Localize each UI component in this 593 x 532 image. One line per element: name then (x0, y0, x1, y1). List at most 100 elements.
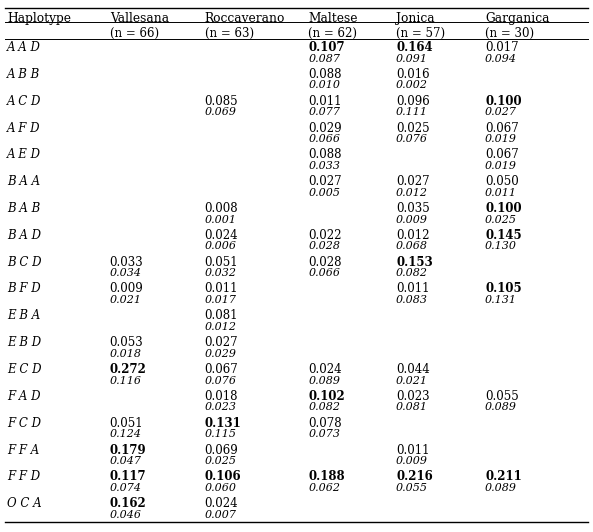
Text: 0.032: 0.032 (205, 268, 237, 278)
Text: 0.008: 0.008 (205, 202, 238, 215)
Text: F F A: F F A (7, 444, 39, 456)
Text: 0.164: 0.164 (396, 41, 433, 54)
Text: 0.117: 0.117 (110, 470, 146, 484)
Text: 0.011: 0.011 (205, 282, 238, 295)
Text: 0.131: 0.131 (485, 295, 517, 305)
Text: B A B: B A B (7, 202, 40, 215)
Text: 0.089: 0.089 (308, 376, 340, 386)
Text: 0.081: 0.081 (205, 309, 238, 322)
Text: 0.047: 0.047 (110, 456, 142, 466)
Text: 0.051: 0.051 (110, 417, 144, 430)
Text: 0.029: 0.029 (308, 121, 342, 135)
Text: 0.272: 0.272 (110, 363, 146, 376)
Text: F F D: F F D (7, 470, 40, 484)
Text: 0.105: 0.105 (485, 282, 522, 295)
Text: (n = 63): (n = 63) (205, 27, 254, 40)
Text: B A D: B A D (7, 229, 41, 242)
Text: 0.005: 0.005 (308, 188, 340, 198)
Text: A F D: A F D (7, 121, 40, 135)
Text: 0.017: 0.017 (205, 295, 237, 305)
Text: 0.009: 0.009 (396, 214, 428, 225)
Text: Maltese: Maltese (308, 12, 358, 25)
Text: 0.017: 0.017 (485, 41, 519, 54)
Text: (n = 30): (n = 30) (485, 27, 534, 40)
Text: 0.021: 0.021 (110, 295, 142, 305)
Text: 0.087: 0.087 (308, 54, 340, 64)
Text: 0.077: 0.077 (308, 107, 340, 117)
Text: F A D: F A D (7, 390, 40, 403)
Text: 0.111: 0.111 (396, 107, 428, 117)
Text: 0.089: 0.089 (485, 402, 517, 412)
Text: 0.012: 0.012 (205, 322, 237, 332)
Text: 0.029: 0.029 (205, 349, 237, 359)
Text: 0.033: 0.033 (308, 161, 340, 171)
Text: 0.107: 0.107 (308, 41, 345, 54)
Text: 0.027: 0.027 (396, 175, 430, 188)
Text: 0.010: 0.010 (308, 80, 340, 90)
Text: 0.035: 0.035 (396, 202, 430, 215)
Text: 0.009: 0.009 (396, 456, 428, 466)
Text: 0.046: 0.046 (110, 510, 142, 520)
Text: B C D: B C D (7, 256, 42, 269)
Text: (n = 57): (n = 57) (396, 27, 445, 40)
Text: 0.076: 0.076 (396, 134, 428, 144)
Text: A C D: A C D (7, 95, 42, 107)
Text: O C A: O C A (7, 497, 42, 510)
Text: 0.025: 0.025 (205, 456, 237, 466)
Text: Garganica: Garganica (485, 12, 550, 25)
Text: 0.006: 0.006 (205, 242, 237, 252)
Text: 0.076: 0.076 (205, 376, 237, 386)
Text: 0.053: 0.053 (110, 336, 144, 349)
Text: 0.074: 0.074 (110, 483, 142, 493)
Text: 0.023: 0.023 (396, 390, 430, 403)
Text: 0.088: 0.088 (308, 68, 342, 81)
Text: 0.068: 0.068 (396, 242, 428, 252)
Text: 0.034: 0.034 (110, 268, 142, 278)
Text: 0.027: 0.027 (485, 107, 517, 117)
Text: 0.025: 0.025 (396, 121, 430, 135)
Text: 0.069: 0.069 (205, 444, 238, 456)
Text: 0.011: 0.011 (396, 444, 429, 456)
Text: Roccaverano: Roccaverano (205, 12, 285, 25)
Text: 0.016: 0.016 (396, 68, 430, 81)
Text: 0.089: 0.089 (485, 483, 517, 493)
Text: 0.188: 0.188 (308, 470, 345, 484)
Text: Jonica: Jonica (396, 12, 435, 25)
Text: 0.162: 0.162 (110, 497, 146, 510)
Text: 0.055: 0.055 (396, 483, 428, 493)
Text: 0.067: 0.067 (485, 148, 519, 161)
Text: 0.100: 0.100 (485, 202, 522, 215)
Text: 0.024: 0.024 (205, 497, 238, 510)
Text: 0.082: 0.082 (308, 402, 340, 412)
Text: 0.083: 0.083 (396, 295, 428, 305)
Text: 0.018: 0.018 (205, 390, 238, 403)
Text: 0.073: 0.073 (308, 429, 340, 439)
Text: A E D: A E D (7, 148, 41, 161)
Text: 0.060: 0.060 (205, 483, 237, 493)
Text: 0.100: 0.100 (485, 95, 522, 107)
Text: (n = 66): (n = 66) (110, 27, 159, 40)
Text: 0.081: 0.081 (396, 402, 428, 412)
Text: 0.106: 0.106 (205, 470, 241, 484)
Text: 0.091: 0.091 (396, 54, 428, 64)
Text: 0.078: 0.078 (308, 417, 342, 430)
Text: 0.019: 0.019 (485, 161, 517, 171)
Text: 0.094: 0.094 (485, 54, 517, 64)
Text: 0.088: 0.088 (308, 148, 342, 161)
Text: 0.216: 0.216 (396, 470, 433, 484)
Text: 0.028: 0.028 (308, 256, 342, 269)
Text: 0.066: 0.066 (308, 268, 340, 278)
Text: 0.024: 0.024 (205, 229, 238, 242)
Text: 0.179: 0.179 (110, 444, 146, 456)
Text: 0.019: 0.019 (485, 134, 517, 144)
Text: 0.211: 0.211 (485, 470, 522, 484)
Text: 0.002: 0.002 (396, 80, 428, 90)
Text: 0.009: 0.009 (110, 282, 144, 295)
Text: 0.012: 0.012 (396, 229, 429, 242)
Text: 0.025: 0.025 (485, 214, 517, 225)
Text: 0.023: 0.023 (205, 402, 237, 412)
Text: 0.024: 0.024 (308, 363, 342, 376)
Text: E B A: E B A (7, 309, 40, 322)
Text: 0.131: 0.131 (205, 417, 241, 430)
Text: 0.027: 0.027 (308, 175, 342, 188)
